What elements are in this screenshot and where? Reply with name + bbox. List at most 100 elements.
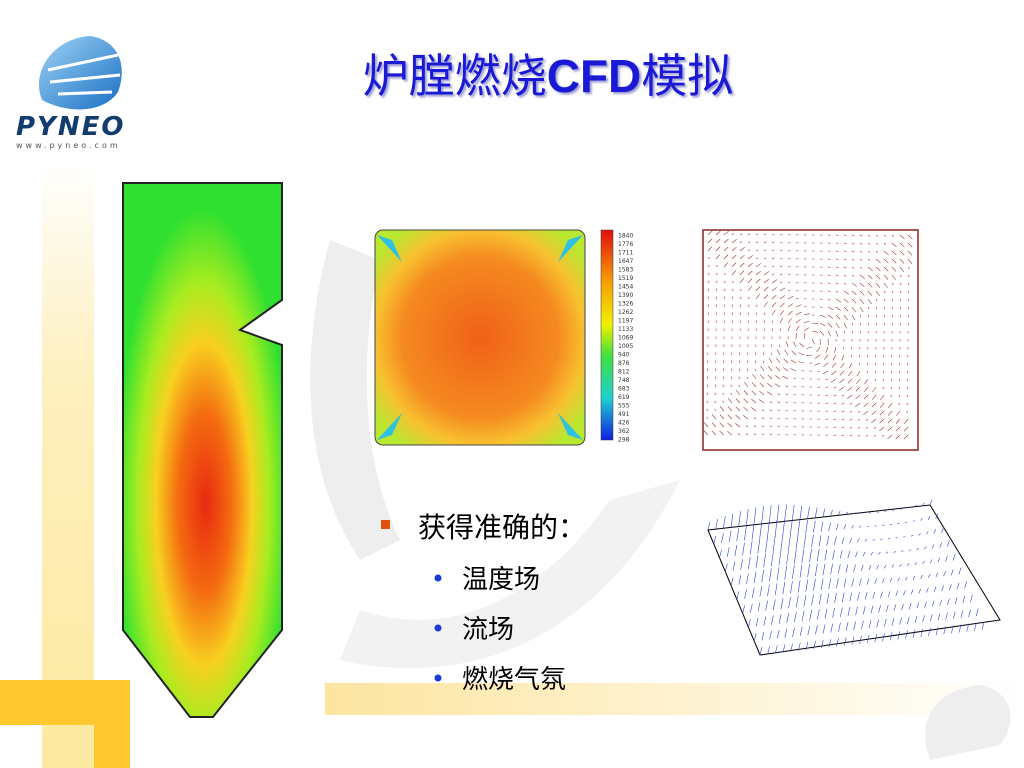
vector (899, 563, 902, 567)
vector (875, 242, 879, 245)
vector (824, 608, 828, 619)
vector (787, 234, 791, 236)
vector (731, 312, 734, 316)
vector (883, 258, 889, 264)
furnace-contour (122, 182, 283, 718)
vector (763, 278, 769, 284)
vector (714, 392, 717, 396)
vector (899, 250, 905, 256)
logo-name: PYNEO (16, 112, 126, 142)
vector (870, 605, 874, 614)
vector (843, 306, 849, 312)
vector (746, 376, 749, 380)
vector (715, 238, 721, 244)
vector (897, 522, 900, 525)
vector (706, 392, 709, 396)
colorbar-label: 940 (618, 352, 630, 359)
vector (747, 241, 751, 244)
vector (835, 523, 839, 531)
vector (795, 304, 802, 308)
vector (758, 399, 765, 404)
vector (875, 250, 879, 253)
vector (851, 314, 856, 321)
vector (771, 302, 777, 308)
logo-stripes (47, 53, 121, 96)
vector (970, 594, 973, 603)
vector (767, 374, 773, 380)
vector (853, 564, 856, 572)
vector (874, 633, 878, 643)
vector (903, 434, 909, 440)
vector (875, 282, 881, 288)
vector (805, 579, 809, 592)
vector (898, 370, 901, 374)
vector (851, 258, 855, 261)
vector (715, 264, 718, 268)
vector (770, 352, 773, 356)
vector (823, 362, 829, 367)
vector (787, 310, 793, 316)
vector (790, 368, 797, 372)
vector (899, 290, 902, 294)
vector (935, 627, 939, 636)
vector (945, 555, 948, 562)
vector (707, 272, 710, 276)
vector (896, 410, 901, 416)
vector (883, 274, 889, 280)
vector (790, 643, 793, 652)
vector (816, 346, 821, 353)
vector (744, 382, 749, 388)
vector (912, 575, 916, 580)
vector (974, 622, 977, 631)
vector (757, 538, 761, 554)
vector (763, 301, 768, 308)
vector (731, 360, 733, 364)
vector (835, 322, 840, 329)
vector (771, 233, 775, 236)
vector (824, 549, 828, 561)
vector (755, 352, 757, 356)
vector (771, 309, 776, 316)
vector (907, 290, 910, 294)
vector (795, 290, 799, 292)
vector (779, 281, 783, 284)
vector (790, 359, 797, 364)
vector (775, 375, 781, 380)
vector (746, 573, 749, 584)
vector (763, 616, 767, 626)
vector (883, 282, 888, 288)
vector (707, 256, 710, 260)
vector (707, 296, 710, 300)
vector (875, 314, 878, 318)
vector (851, 234, 855, 237)
vector (870, 551, 874, 556)
vector (739, 241, 743, 244)
vector (811, 594, 814, 606)
vector (751, 407, 757, 412)
vector (731, 246, 737, 252)
vector (883, 509, 887, 513)
vector (849, 537, 852, 544)
vector (723, 280, 726, 284)
vector (899, 306, 902, 310)
vector (883, 250, 889, 256)
vector (891, 322, 893, 326)
vector (782, 367, 789, 372)
vector (891, 282, 894, 286)
vector (793, 377, 797, 380)
vector (859, 274, 865, 279)
vector (771, 257, 775, 260)
vector (865, 434, 869, 437)
vector (826, 593, 830, 604)
vector (958, 567, 962, 575)
vector (763, 312, 766, 316)
vector (746, 368, 749, 372)
vector (791, 350, 797, 356)
vector (833, 434, 837, 436)
vector (843, 250, 847, 253)
vector (859, 290, 865, 296)
vector (792, 627, 795, 637)
vector (751, 587, 755, 598)
vector (906, 370, 909, 374)
vector (779, 234, 783, 236)
